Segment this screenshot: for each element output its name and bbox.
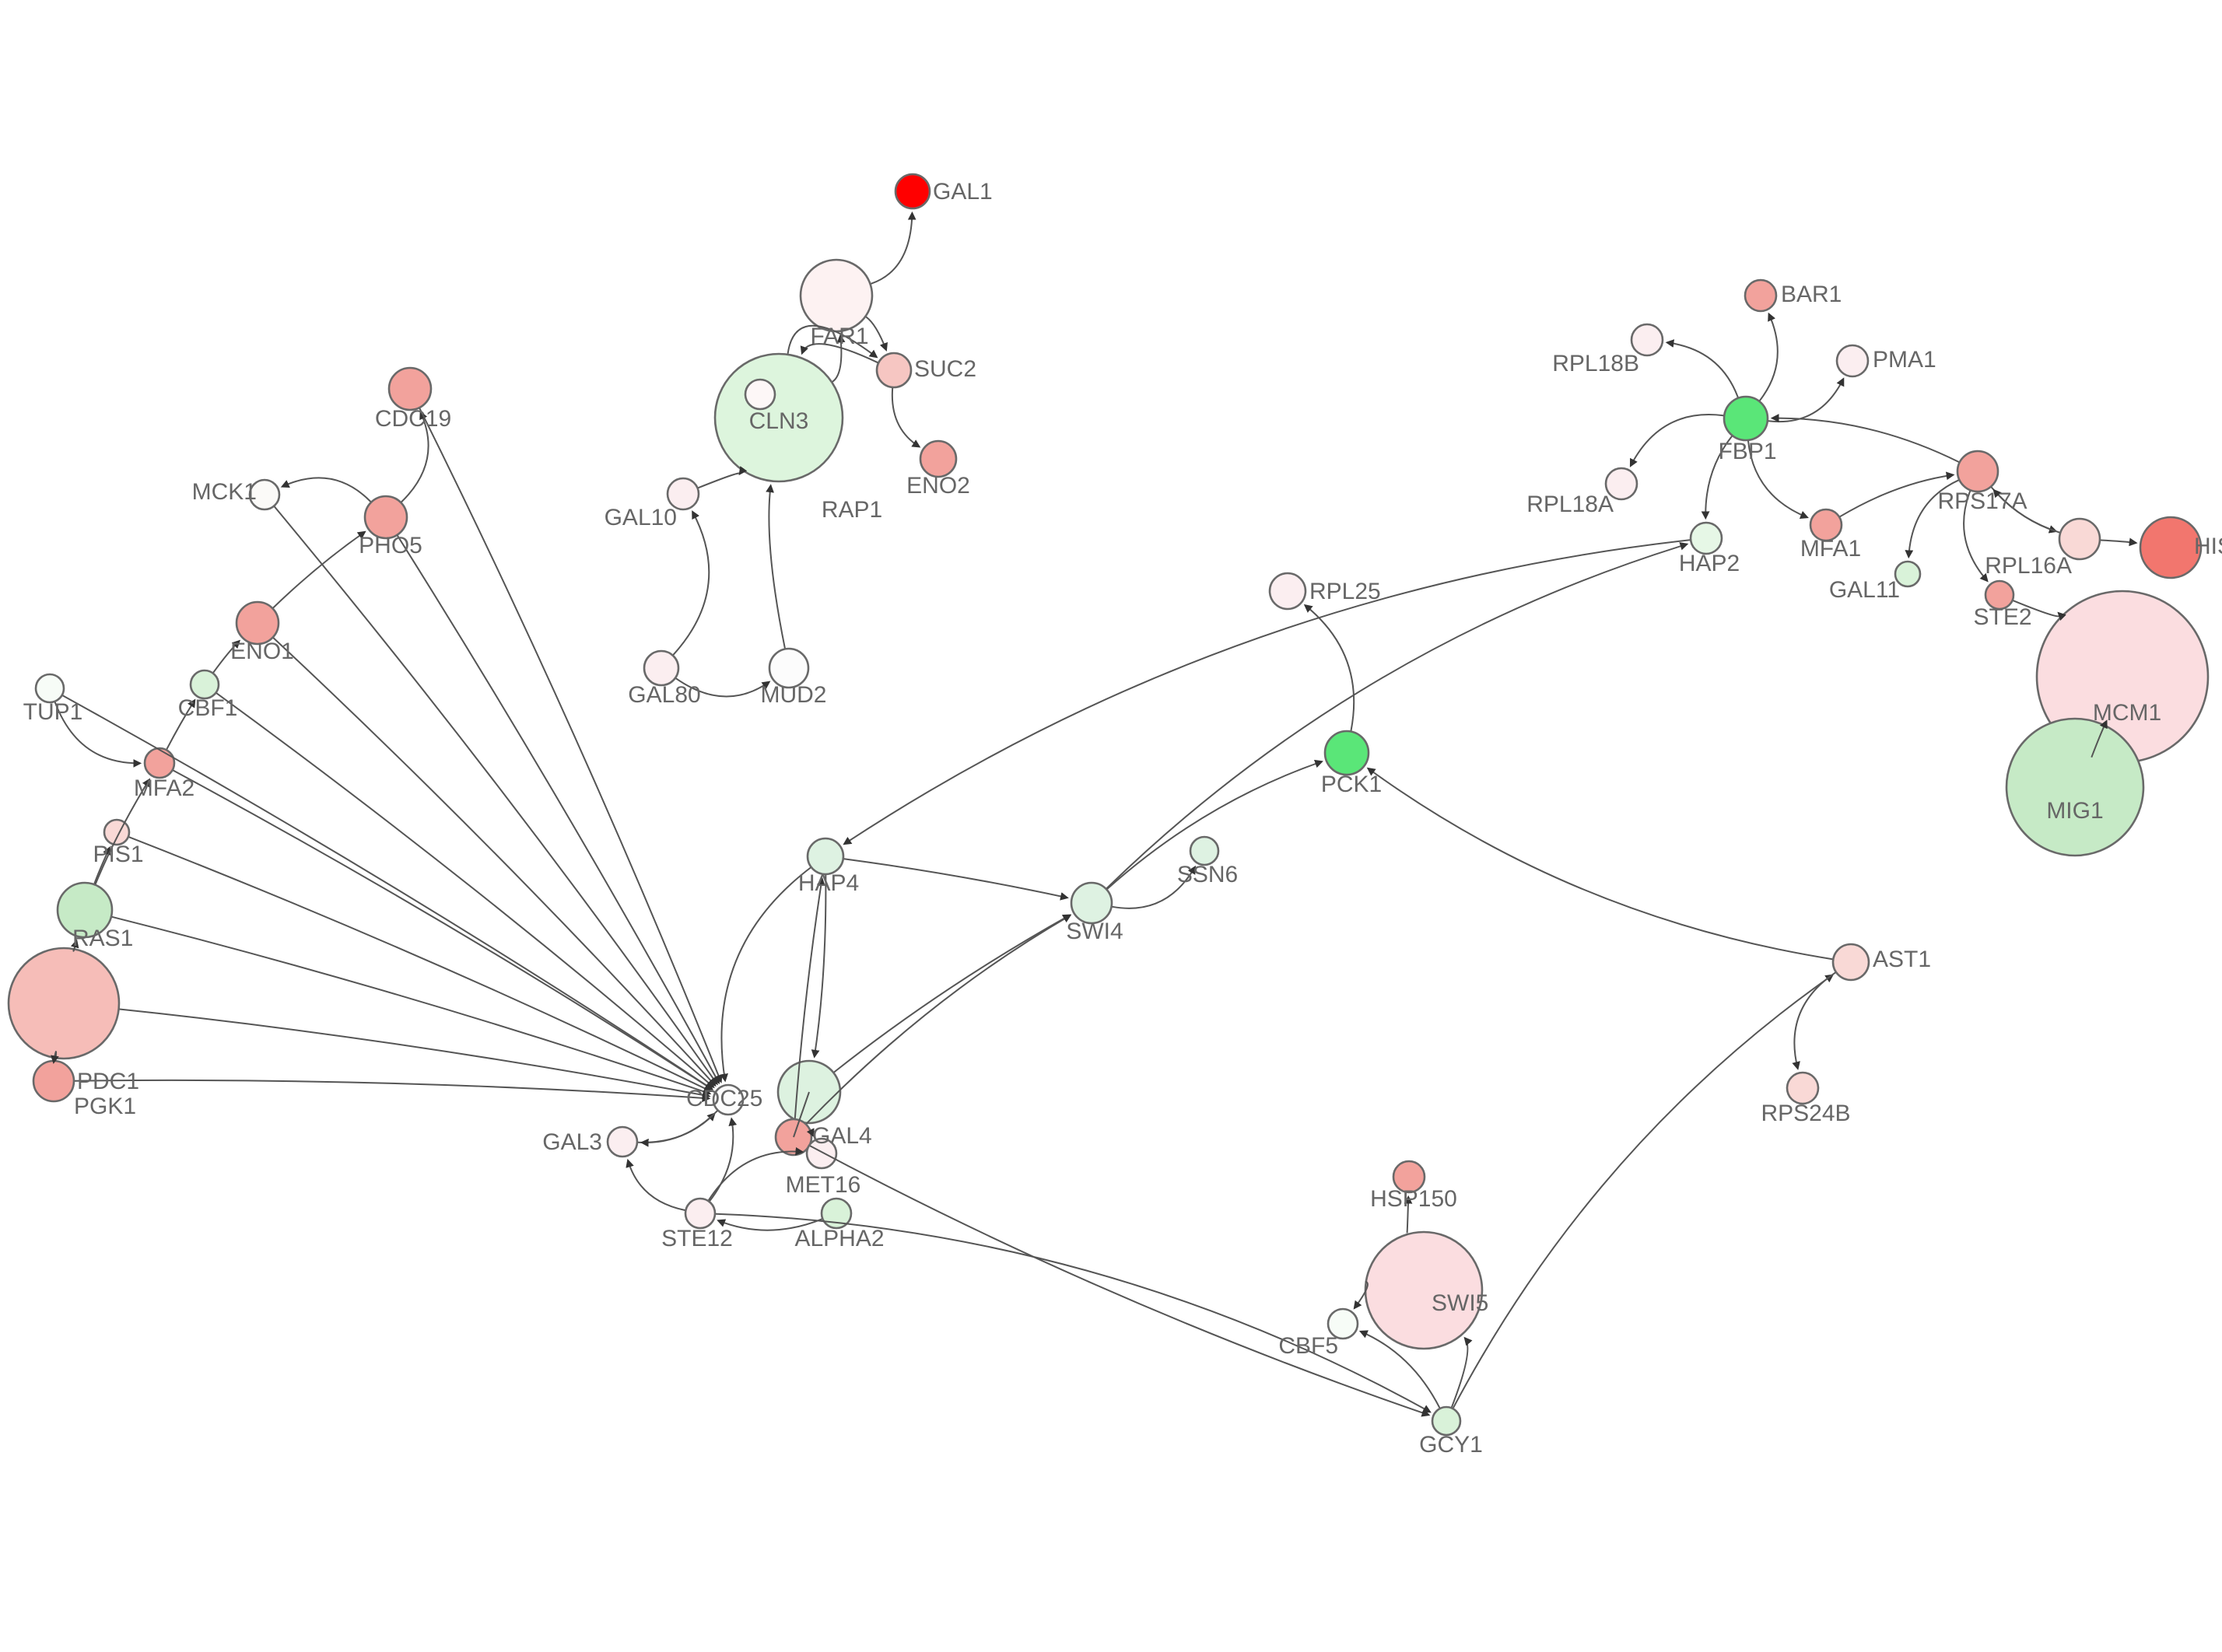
svg-text:BAR1: BAR1 xyxy=(1781,282,1842,307)
svg-text:GAL11: GAL11 xyxy=(1829,577,1900,603)
svg-text:CBF5: CBF5 xyxy=(1278,1333,1338,1359)
svg-text:CLN3: CLN3 xyxy=(749,408,809,434)
svg-text:RPS24B: RPS24B xyxy=(1761,1101,1850,1126)
svg-text:HSP150: HSP150 xyxy=(1370,1186,1457,1212)
svg-text:CBF1: CBF1 xyxy=(178,695,238,721)
svg-text:PIS1: PIS1 xyxy=(93,842,143,867)
svg-text:PHO5: PHO5 xyxy=(359,533,422,558)
svg-text:HAP4: HAP4 xyxy=(798,870,859,896)
svg-text:PDC1: PDC1 xyxy=(77,1069,139,1094)
svg-text:SUC2: SUC2 xyxy=(914,356,976,382)
svg-text:GAL80: GAL80 xyxy=(628,682,700,708)
svg-text:RPL16A: RPL16A xyxy=(1985,553,2072,579)
svg-text:PMA1: PMA1 xyxy=(1873,347,1936,373)
svg-text:MCM1: MCM1 xyxy=(2093,700,2161,726)
svg-text:CDC19: CDC19 xyxy=(375,406,451,432)
svg-text:ALPHA2: ALPHA2 xyxy=(794,1226,884,1251)
svg-text:MFA1: MFA1 xyxy=(1800,536,1861,562)
svg-text:AST1: AST1 xyxy=(1873,947,1931,972)
svg-text:SSN6: SSN6 xyxy=(1177,862,1238,887)
svg-text:RPL18A: RPL18A xyxy=(1526,492,1614,517)
svg-text:HAP2: HAP2 xyxy=(1679,551,1740,576)
svg-text:STE12: STE12 xyxy=(661,1226,733,1251)
svg-text:FBP1: FBP1 xyxy=(1718,439,1776,464)
svg-text:ENO1: ENO1 xyxy=(230,639,294,664)
svg-text:HIS4: HIS4 xyxy=(2194,534,2222,559)
svg-text:GCY1: GCY1 xyxy=(1419,1432,1483,1458)
svg-text:RPL25: RPL25 xyxy=(1309,579,1381,604)
svg-text:MIG1: MIG1 xyxy=(2046,798,2103,824)
svg-text:MUD2: MUD2 xyxy=(760,682,826,708)
svg-text:SWI5: SWI5 xyxy=(1432,1290,1488,1316)
svg-text:GAL4: GAL4 xyxy=(812,1123,872,1149)
svg-text:GAL10: GAL10 xyxy=(605,505,677,530)
svg-text:MET16: MET16 xyxy=(786,1172,861,1198)
svg-text:PCK1: PCK1 xyxy=(1321,772,1382,797)
svg-text:RAS1: RAS1 xyxy=(72,926,133,951)
svg-text:MCK1: MCK1 xyxy=(192,479,257,505)
svg-text:RPS17A: RPS17A xyxy=(1937,488,2027,514)
svg-text:ENO2: ENO2 xyxy=(906,473,970,499)
svg-text:STE2: STE2 xyxy=(1973,604,2031,630)
svg-text:GAL1: GAL1 xyxy=(933,179,993,205)
svg-text:GAL3: GAL3 xyxy=(542,1129,602,1155)
svg-text:SWI4: SWI4 xyxy=(1066,919,1123,944)
svg-text:PGK1: PGK1 xyxy=(74,1094,136,1119)
svg-text:RPL18B: RPL18B xyxy=(1552,351,1639,376)
svg-text:MFA2: MFA2 xyxy=(134,775,195,801)
svg-text:CDC25: CDC25 xyxy=(686,1086,762,1111)
svg-text:FAR1: FAR1 xyxy=(810,324,868,349)
svg-text:TUP1: TUP1 xyxy=(23,699,83,725)
svg-text:RAP1: RAP1 xyxy=(822,497,882,523)
